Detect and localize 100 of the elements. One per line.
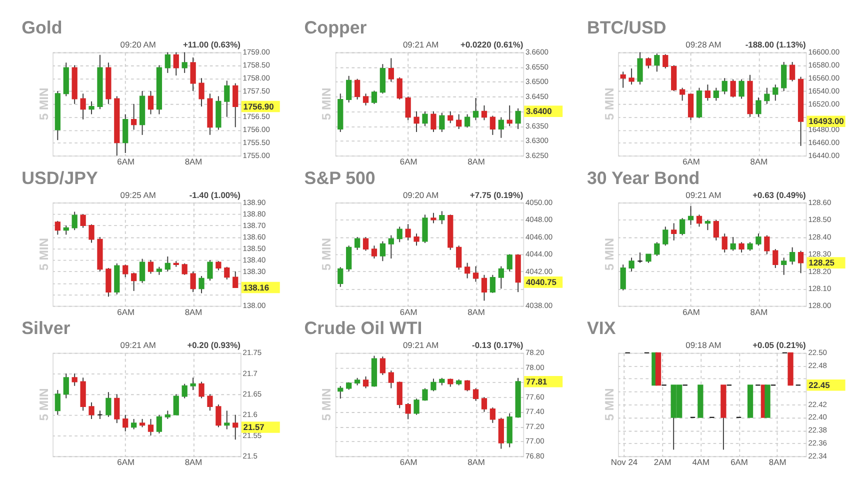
candlestick: [790, 61, 796, 82]
candlestick: [80, 214, 86, 228]
x-tick-label: 6AM: [400, 457, 418, 468]
candlestick: [671, 222, 677, 241]
y-tick-label: 21.55: [242, 430, 262, 440]
y-tick-label: 22.42: [808, 400, 827, 409]
candlestick: [781, 61, 787, 92]
candlestick: [472, 266, 479, 282]
candlestick: [722, 233, 728, 253]
candlestick: [637, 252, 643, 264]
candlestick: [430, 212, 436, 224]
candlestick: [63, 225, 69, 236]
x-tick-label: 8AM: [468, 156, 485, 167]
y-tick-label: 78.20: [525, 348, 544, 358]
candlestick: [620, 264, 626, 291]
y-tick-label: 138.40: [242, 255, 266, 264]
candlestick: [190, 270, 196, 293]
candlestick: [490, 406, 496, 424]
candlestick: [481, 274, 488, 302]
candlestick: [481, 104, 488, 121]
x-tick-label: 8AM: [768, 457, 786, 468]
candlestick: [464, 262, 470, 279]
candlestick: [131, 272, 137, 292]
candlestick: [620, 71, 626, 88]
text: 4040.75: [526, 277, 557, 288]
y-tick-label: 16460.00: [808, 138, 840, 148]
candlestick: [772, 84, 778, 102]
candlestick: [380, 64, 386, 94]
x-tick-label: 6AM: [400, 306, 418, 317]
candlestick: [148, 90, 154, 115]
y-tick-label: 4048.00: [525, 215, 553, 224]
candlestick: [346, 245, 352, 272]
y-tick-label: 77.20: [525, 422, 544, 431]
candlestick: [704, 219, 711, 231]
text: +7.75 (0.19%): [470, 190, 524, 200]
y-tick-label: 1756.50: [242, 112, 270, 122]
x-tick-label: Nov 24: [610, 457, 638, 468]
candlestick: [396, 381, 402, 409]
candlestick: [490, 115, 496, 136]
candlestick: [662, 226, 668, 246]
candlestick: [216, 404, 222, 428]
candlestick: [72, 373, 78, 386]
y-tick-label: 1755.00: [242, 150, 270, 160]
candlestick: [380, 356, 386, 376]
candlestick: [80, 93, 86, 120]
candlestick: [88, 402, 94, 420]
y-tick-label: 3.6600: [525, 48, 548, 57]
candlestick: [704, 84, 711, 102]
candlestick: [232, 82, 238, 128]
chart-title: S&P 500: [304, 168, 376, 188]
y-tick-label: 21.7: [242, 368, 258, 378]
candlestick: [422, 110, 428, 127]
x-tick-label: 6AM: [682, 306, 700, 317]
y-tick-label: 76.80: [525, 451, 544, 460]
y-tick-label: 4050.00: [525, 198, 553, 207]
x-tick-label: 8AM: [184, 306, 202, 317]
candlestick: [224, 266, 230, 280]
y-tick-label: 1758.00: [242, 73, 270, 82]
candlestick: [422, 388, 428, 402]
x-tick-label: 6AM: [682, 156, 700, 167]
candlestick: [764, 87, 770, 104]
candlestick: [456, 114, 462, 130]
text: 1756.90: [243, 101, 274, 112]
candlestick: [182, 52, 188, 74]
candlestick: [371, 90, 378, 104]
text: -0.13 (0.17%): [472, 340, 524, 350]
candlestick: [131, 103, 137, 130]
y-tick-label: 1757.50: [242, 86, 270, 96]
candlestick: [224, 80, 230, 118]
candlestick: [139, 258, 146, 284]
candlestick: [54, 220, 60, 236]
x-tick-label: 4AM: [692, 457, 710, 468]
candlestick: [764, 234, 770, 255]
candlestick: [362, 236, 369, 252]
candlestick: [790, 246, 796, 266]
candlestick: [216, 260, 222, 271]
y-tick-label: 4046.00: [525, 232, 553, 242]
text: 09:21 AM: [402, 40, 439, 50]
text: +0.05 (0.21%): [752, 340, 806, 350]
chart-title: BTC/USD: [587, 17, 666, 38]
y-tick-label: 128.30: [808, 250, 832, 259]
candlestick: [148, 259, 154, 274]
y-tick-label: 3.6250: [525, 150, 548, 160]
y-tick-label: 22.38: [808, 426, 827, 435]
text: 09:20 AM: [120, 40, 156, 50]
y-tick-label: 128.20: [808, 266, 832, 276]
candlestick: [54, 390, 60, 416]
y-tick-label: 3.6300: [525, 136, 548, 146]
candlestick: [498, 266, 504, 290]
y-tick-label: 128.10: [808, 284, 832, 293]
text: 09:21 AM: [120, 340, 156, 350]
x-tick-label: 2AM: [654, 457, 672, 468]
candlestick: [430, 378, 436, 392]
y-tick-label: 138.30: [242, 266, 266, 276]
candlestick: [362, 93, 369, 106]
x-tick-label: 8AM: [468, 306, 485, 317]
candlestick: [430, 110, 436, 132]
candlestick: [346, 75, 352, 103]
candlestick: [654, 242, 660, 256]
candlestick: [506, 254, 512, 272]
